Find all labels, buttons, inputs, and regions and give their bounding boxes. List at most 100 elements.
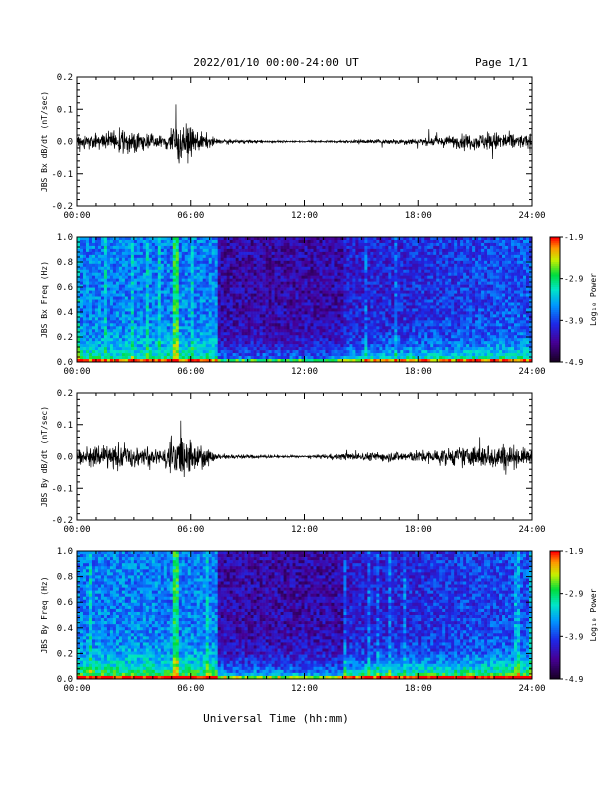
spectrogram-cell (211, 341, 215, 345)
spectrogram-cell (379, 287, 383, 291)
spectrogram-cell (241, 293, 245, 297)
spectrogram-cell (319, 332, 323, 336)
spectrogram-cell (121, 293, 126, 297)
spectrogram-cell (100, 332, 105, 336)
spectrogram-cell (319, 263, 323, 268)
spectrogram-cell (370, 266, 374, 271)
spectrogram-cell (262, 260, 266, 265)
spectrogram-cell (154, 356, 159, 360)
spectrogram-cell (394, 266, 398, 271)
spectrogram-cell (334, 353, 338, 357)
spectrogram-cell (190, 245, 195, 250)
spectrogram-cell (400, 284, 404, 288)
spectrogram-cell (373, 359, 377, 363)
spectrogram-cell (136, 263, 141, 268)
spectrogram-cell (346, 248, 350, 253)
spectrogram-cell (208, 239, 212, 244)
spectrogram-cell (112, 314, 117, 318)
spectrogram-cell (355, 308, 359, 312)
spectrogram-cell (307, 245, 311, 250)
spectrogram-cell (418, 305, 422, 309)
spectrogram-cell (220, 359, 224, 363)
spectrogram-cell (370, 251, 374, 256)
spectrogram-cell (130, 356, 135, 360)
spectrogram-cell (103, 260, 108, 265)
spectrogram-cell (409, 278, 413, 282)
spectrogram-cell (85, 353, 90, 357)
spectrogram-cell (223, 293, 227, 297)
spectrogram-cell (256, 320, 260, 324)
spectrogram-cell (382, 314, 386, 318)
spectrogram-cell (121, 317, 126, 321)
spectrogram-cell (376, 335, 380, 339)
spectrogram-cell (271, 353, 275, 357)
spectrogram-cell (133, 254, 138, 259)
spectrogram-cell (334, 329, 338, 333)
spectrogram-cell (145, 248, 150, 253)
spectrogram-cell (409, 359, 413, 363)
spectrogram-cell (163, 347, 168, 351)
spectrogram-cell (262, 287, 266, 291)
spectrogram-cell (370, 356, 374, 360)
spectrogram-cell (238, 311, 242, 315)
spectrogram-cell (133, 287, 138, 291)
spectrogram-cell (94, 281, 99, 285)
spectrogram-cell (412, 263, 416, 268)
spectrogram-cell (343, 245, 347, 250)
spectrogram-cell (226, 335, 230, 339)
spectrogram-cell (286, 290, 290, 294)
spectrogram-cell (268, 299, 272, 303)
spectrogram-cell (79, 263, 84, 268)
spectrogram-cell (226, 317, 230, 321)
spectrogram-cell (160, 296, 165, 300)
spectrogram-cell (253, 260, 257, 265)
spectrogram-cell (229, 353, 233, 357)
spectrogram-cell (85, 260, 90, 265)
spectrogram-cell (118, 254, 123, 259)
spectrogram-cell (280, 326, 284, 330)
spectrogram-cell (106, 299, 111, 303)
spectrogram-cell (349, 266, 353, 271)
spectrogram-cell (205, 338, 210, 342)
spectrogram-cell (109, 275, 114, 279)
spectrogram-cell (196, 359, 201, 363)
spectrogram-cell (232, 237, 236, 241)
spectrogram-cell (232, 317, 236, 321)
spectrogram-cell (106, 254, 111, 259)
spectrogram-cell (205, 248, 210, 253)
spectrogram-cell (130, 275, 135, 279)
spectrogram-cell (211, 308, 215, 312)
spectrogram-cell (142, 314, 147, 318)
spectrogram-cell (91, 344, 96, 348)
spectrogram-cell (301, 323, 305, 327)
spectrogram-cell (184, 344, 189, 348)
spectrogram-cell (91, 353, 96, 357)
spectrogram-cell (202, 308, 207, 312)
spectrogram-cell (223, 242, 227, 247)
spectrogram-cell (124, 293, 129, 297)
spectrogram-cell (166, 237, 171, 241)
spectrogram-cell (379, 314, 383, 318)
spectrogram-cell (151, 311, 156, 315)
spectrogram-cell (118, 275, 123, 279)
spectrogram-cell (238, 344, 242, 348)
spectrogram-cell (226, 338, 230, 342)
spectrogram-cell (133, 356, 138, 360)
spectrogram-cell (196, 350, 201, 354)
spectrogram-cell (205, 257, 210, 262)
spectrogram-cell (286, 311, 290, 315)
spectrogram-cell (265, 239, 269, 244)
spectrogram-cell (211, 239, 215, 244)
spectrogram-cell (259, 347, 263, 351)
spectrogram-cell (334, 305, 338, 309)
spectrogram-cell (370, 302, 374, 306)
spectrogram-cell (256, 326, 260, 330)
spectrogram-cell (304, 356, 308, 360)
spectrogram-cell (184, 329, 189, 333)
spectrogram-cell (88, 335, 93, 339)
spectrogram-cell (253, 335, 257, 339)
spectrogram-cell (271, 257, 275, 262)
spectrogram-cell (286, 308, 290, 312)
spectrogram-cell (328, 272, 332, 276)
spectrogram-cell (220, 344, 224, 348)
